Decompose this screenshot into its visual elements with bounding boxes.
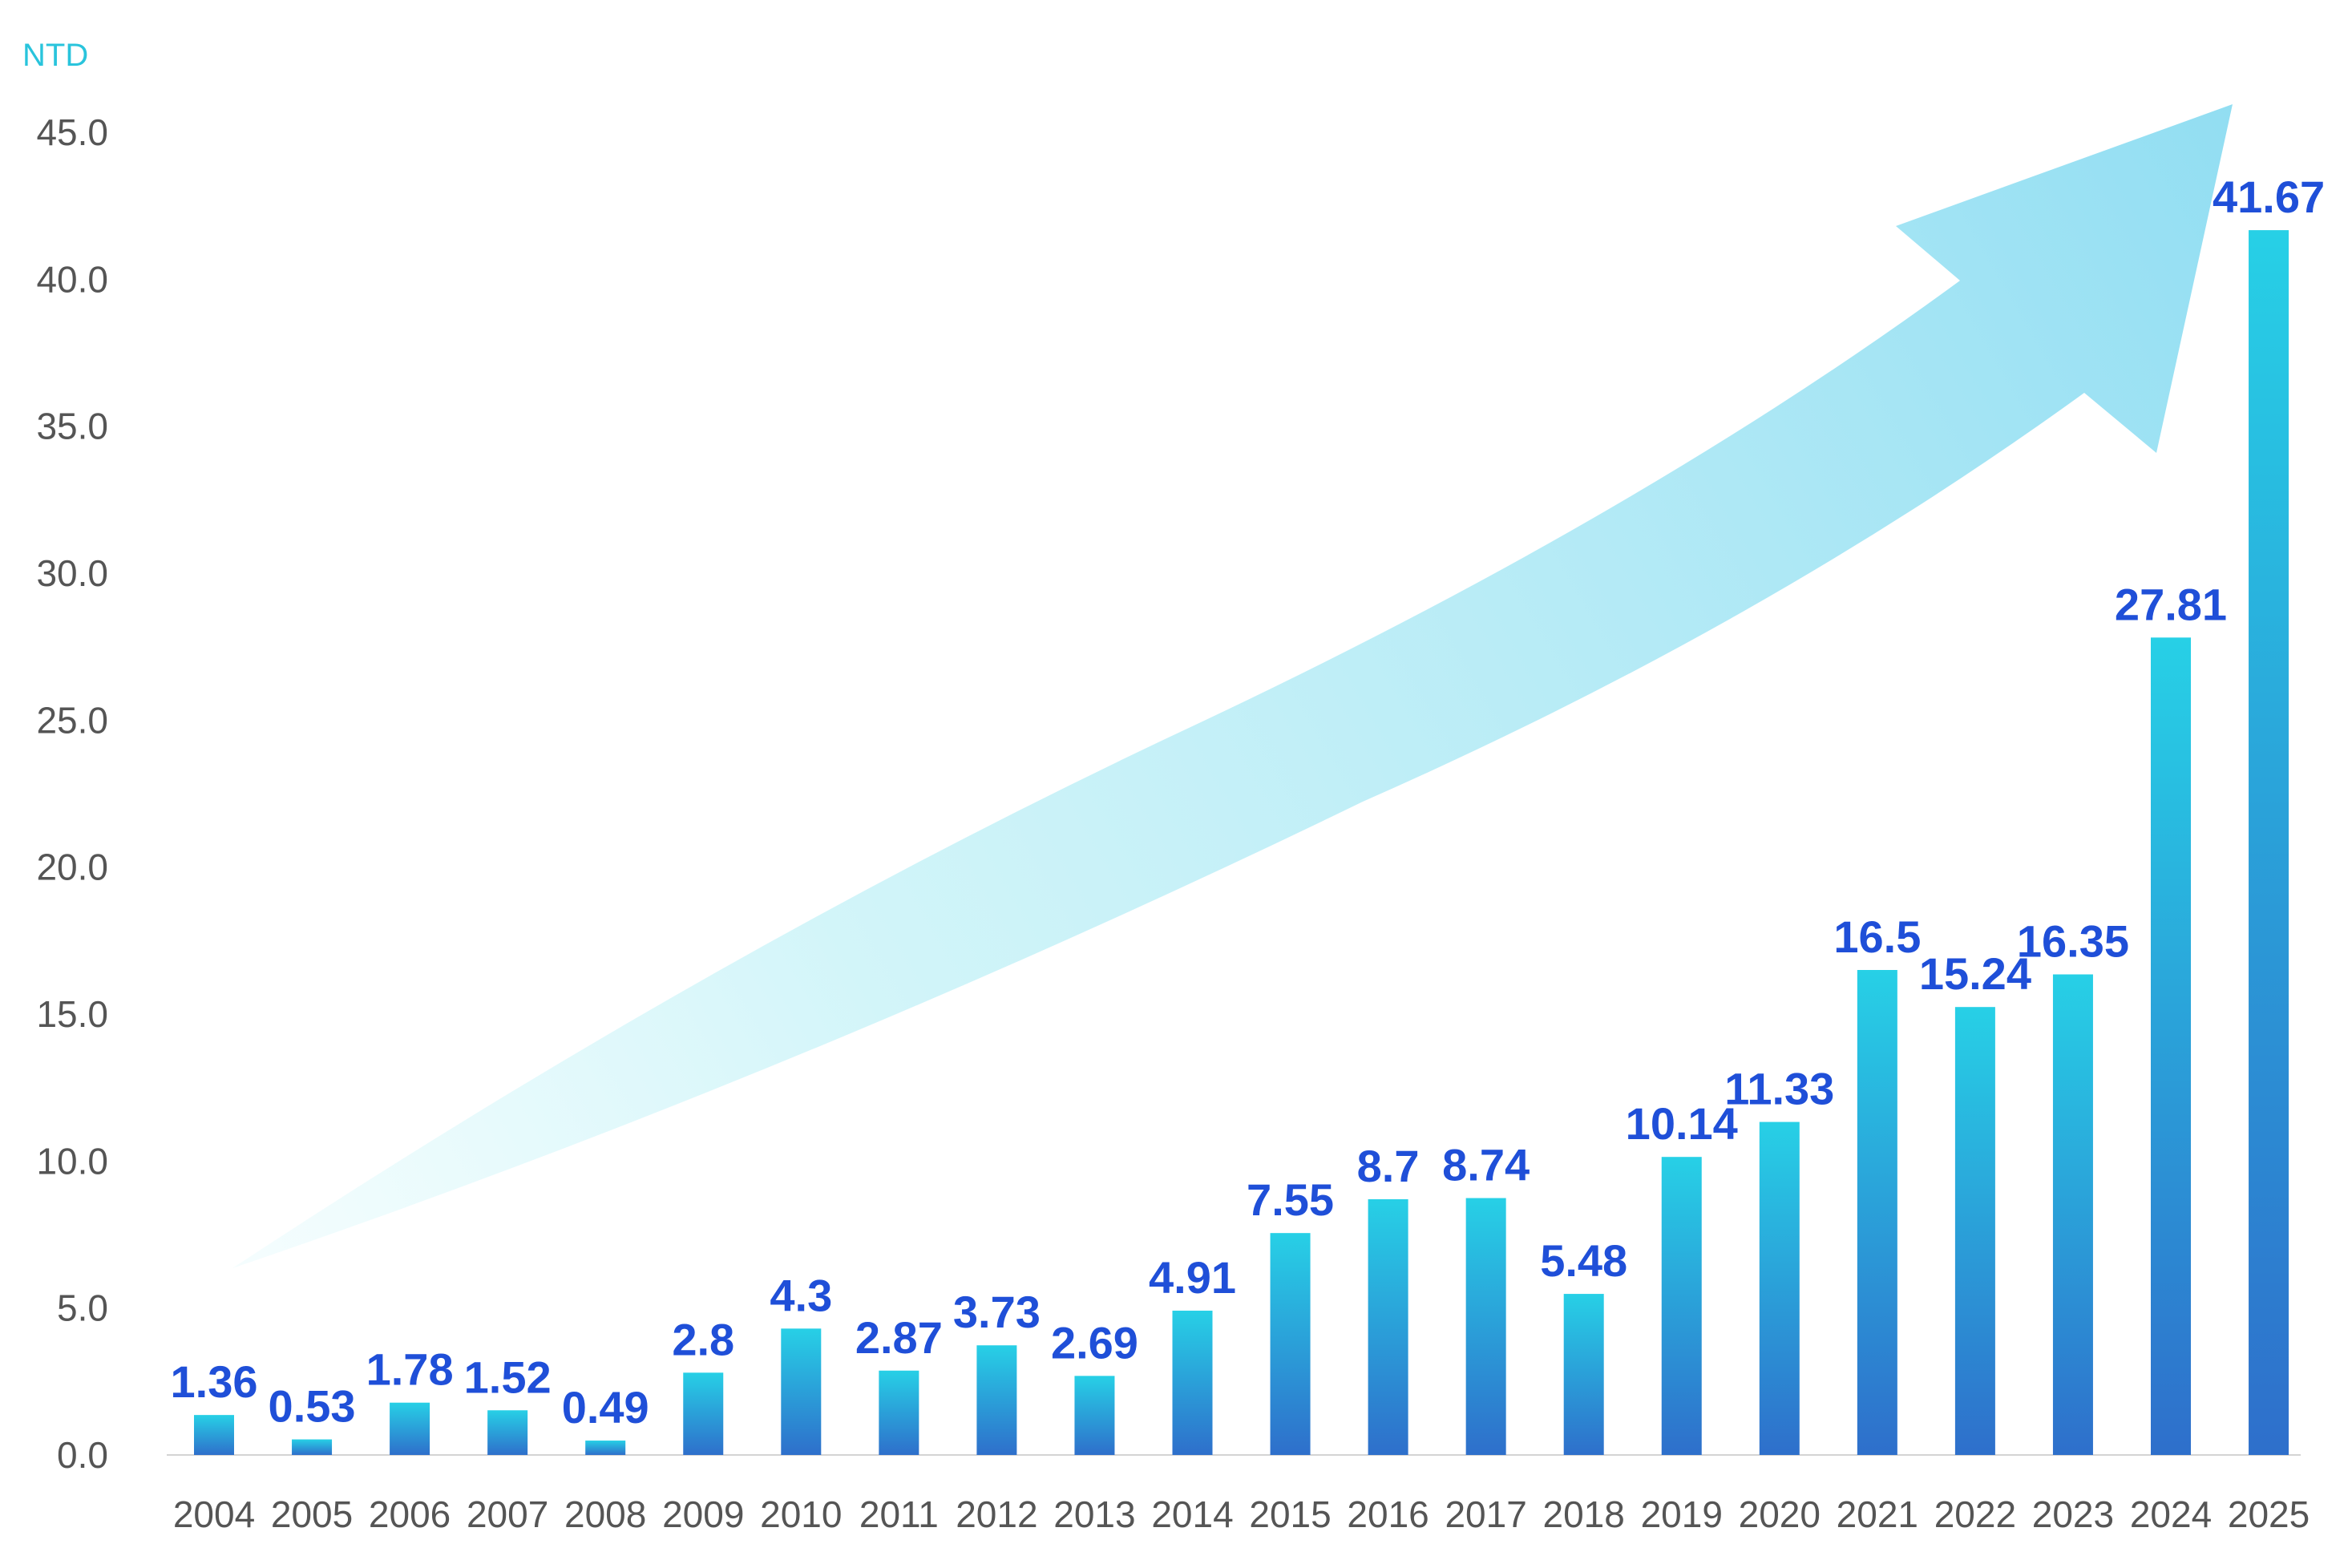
data-label-2021: 16.5 <box>1833 911 1921 962</box>
x-tick-label: 2005 <box>271 1493 353 1535</box>
bar-2013 <box>1074 1376 1115 1455</box>
bar-2010 <box>781 1328 822 1455</box>
y-tick-label: 10.0 <box>36 1140 108 1182</box>
bar-2016 <box>1368 1199 1408 1455</box>
y-tick-label: 40.0 <box>36 258 108 300</box>
data-label-2024: 27.81 <box>2115 579 2227 629</box>
y-tick-label: 45.0 <box>36 111 108 153</box>
data-label-2011: 2.87 <box>855 1312 943 1363</box>
bar-2008 <box>585 1441 626 1455</box>
x-tick-label: 2010 <box>760 1493 842 1535</box>
y-tick-label: 20.0 <box>36 847 108 888</box>
data-label-2005: 0.53 <box>269 1381 356 1432</box>
data-label-2006: 1.78 <box>366 1344 454 1395</box>
y-tick-label: 35.0 <box>36 406 108 447</box>
bar-2020 <box>1759 1121 1800 1455</box>
y-tick-label: 0.0 <box>57 1434 108 1476</box>
bar-2005 <box>292 1439 333 1455</box>
data-label-2012: 3.73 <box>953 1287 1041 1337</box>
unit-label: NTD <box>22 38 88 73</box>
y-tick-label: 5.0 <box>57 1287 108 1329</box>
x-tick-label: 2011 <box>859 1493 939 1535</box>
x-tick-label: 2006 <box>369 1493 451 1535</box>
x-tick-label: 2023 <box>2032 1493 2114 1535</box>
data-label-2015: 7.55 <box>1247 1174 1334 1225</box>
data-label-2020: 11.33 <box>1724 1064 1834 1114</box>
data-label-2017: 8.74 <box>1442 1140 1530 1190</box>
x-tick-label: 2008 <box>564 1493 646 1535</box>
y-tick-label: 30.0 <box>36 552 108 594</box>
data-label-2004: 1.36 <box>171 1356 258 1407</box>
x-tick-label: 2013 <box>1053 1493 1135 1535</box>
x-tick-label: 2021 <box>1837 1493 1918 1535</box>
x-tick-label: 2009 <box>662 1493 744 1535</box>
bar-2011 <box>879 1370 919 1455</box>
data-label-2010: 4.3 <box>770 1270 832 1320</box>
x-tick-label: 2004 <box>173 1493 255 1535</box>
bar-2012 <box>976 1345 1017 1455</box>
bar-2018 <box>1563 1294 1604 1455</box>
bar-2004 <box>194 1415 234 1455</box>
x-tick-label: 2017 <box>1445 1493 1526 1535</box>
bar-2017 <box>1465 1198 1506 1455</box>
data-label-2009: 2.8 <box>672 1314 734 1364</box>
bar-2007 <box>487 1410 528 1455</box>
x-tick-label: 2025 <box>2228 1493 2310 1535</box>
x-tick-label: 2020 <box>1739 1493 1821 1535</box>
bar-2024 <box>2151 637 2191 1455</box>
x-tick-label: 2022 <box>1934 1493 2016 1535</box>
data-label-2023: 16.35 <box>2017 916 2129 967</box>
bar-2015 <box>1270 1233 1311 1455</box>
data-label-2008: 0.49 <box>562 1382 649 1433</box>
y-tick-label: 25.0 <box>36 699 108 741</box>
x-tick-label: 2016 <box>1347 1493 1429 1535</box>
x-tick-label: 2012 <box>956 1493 1037 1535</box>
x-tick-label: 2019 <box>1641 1493 1723 1535</box>
data-label-2025: 41.67 <box>2213 172 2325 222</box>
bar-2021 <box>1857 970 1897 1455</box>
bar-2009 <box>683 1372 724 1455</box>
bar-2014 <box>1172 1310 1213 1455</box>
data-label-2007: 1.52 <box>464 1352 552 1402</box>
x-tick-label: 2015 <box>1249 1493 1331 1535</box>
data-label-2022: 15.24 <box>1919 948 2031 999</box>
x-tick-label: 2024 <box>2130 1493 2212 1535</box>
bar-2023 <box>2052 974 2093 1455</box>
x-axis-ticks: 2004 2005 2006 2007 2008 2009 2010 2011 2012 2013… <box>173 1493 2310 1535</box>
data-label-2014: 4.91 <box>1149 1252 1236 1303</box>
bars-group <box>194 230 2289 1456</box>
bar-2025 <box>2249 230 2289 1456</box>
data-label-2016: 8.7 <box>1357 1141 1420 1191</box>
x-tick-label: 2018 <box>1543 1493 1625 1535</box>
data-label-2019: 10.14 <box>1626 1098 1738 1149</box>
growth-arrow-icon <box>232 104 2233 1268</box>
data-labels-group: 1.36 0.531.78 1.520.49 2.8 4.3 2.873.732.694.… <box>171 172 2326 1433</box>
y-tick-label: 15.0 <box>36 993 108 1035</box>
y-axis-ticks: 0.0 5.0 10.0 15.0 20.0 25.0 30.0 35.0 40.0 45.0 <box>36 111 108 1476</box>
bar-2006 <box>390 1402 430 1455</box>
data-label-2018: 5.48 <box>1540 1235 1627 1286</box>
x-tick-label: 2014 <box>1151 1493 1233 1535</box>
data-label-2013: 2.69 <box>1051 1317 1138 1368</box>
bar-2019 <box>1661 1157 1702 1455</box>
x-tick-label: 2007 <box>467 1493 548 1535</box>
bar-2022 <box>1954 1007 1995 1455</box>
